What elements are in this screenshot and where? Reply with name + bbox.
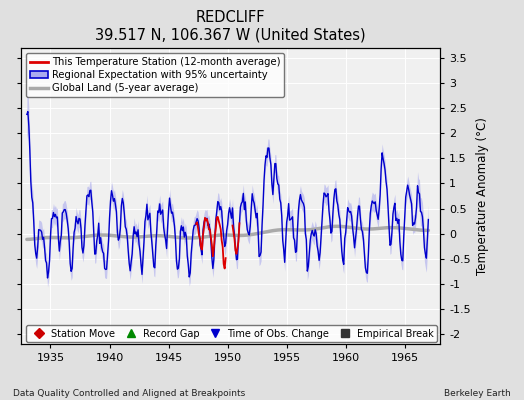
Y-axis label: Temperature Anomaly (°C): Temperature Anomaly (°C) xyxy=(476,117,489,275)
Text: Berkeley Earth: Berkeley Earth xyxy=(444,389,511,398)
Legend: Station Move, Record Gap, Time of Obs. Change, Empirical Break: Station Move, Record Gap, Time of Obs. C… xyxy=(26,325,437,342)
Text: Data Quality Controlled and Aligned at Breakpoints: Data Quality Controlled and Aligned at B… xyxy=(13,389,245,398)
Title: REDCLIFF
39.517 N, 106.367 W (United States): REDCLIFF 39.517 N, 106.367 W (United Sta… xyxy=(95,10,366,43)
